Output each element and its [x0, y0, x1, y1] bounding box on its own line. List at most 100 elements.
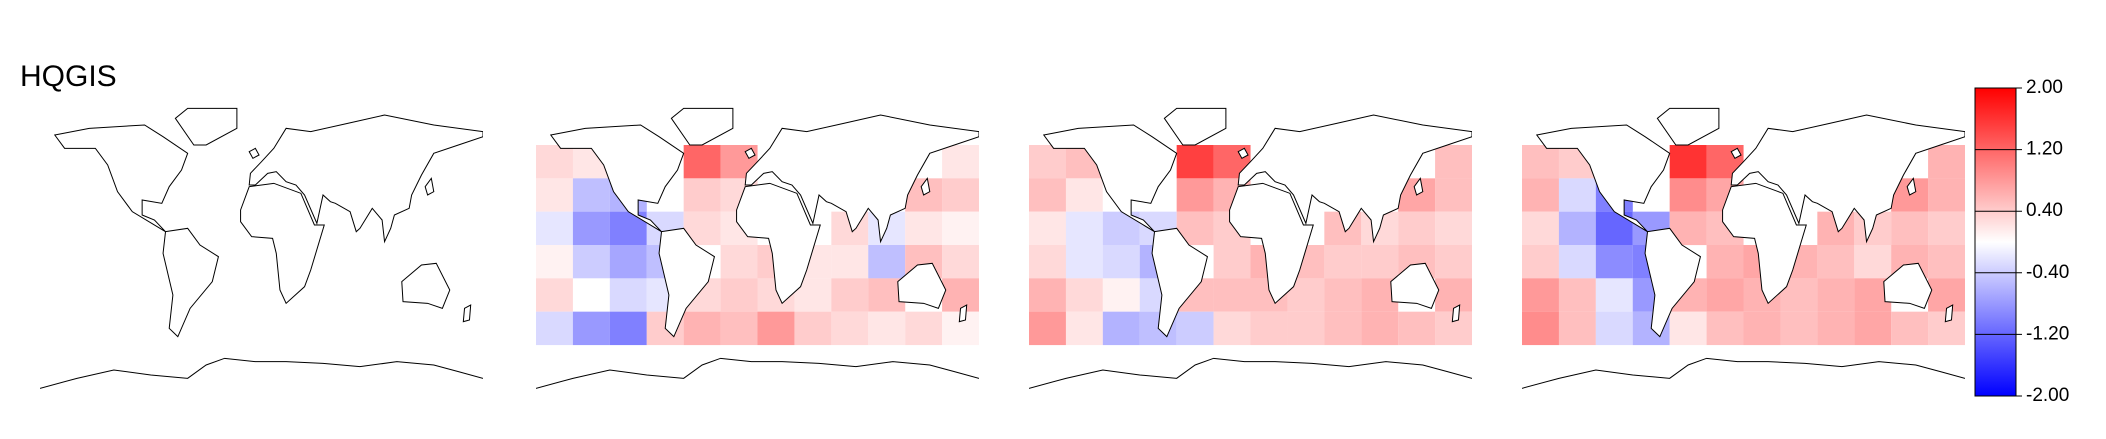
anomaly-cell [1928, 178, 1965, 212]
map-panel [40, 107, 483, 390]
anomaly-cell [609, 278, 647, 312]
colorbar-tick-label: 1.20 [2026, 139, 2063, 160]
anomaly-cell [942, 278, 979, 312]
anomaly-cell [1361, 245, 1399, 279]
anomaly-cell [905, 311, 943, 346]
anomaly-cell [1029, 178, 1066, 212]
anomaly-cell [1558, 311, 1596, 346]
anomaly-cell [572, 278, 610, 312]
anomaly-cell [1435, 278, 1472, 312]
anomaly-cell [1398, 211, 1436, 246]
figure-title: HQGIS [20, 60, 117, 93]
anomaly-cell [1522, 178, 1559, 212]
anomaly-cell [572, 245, 610, 279]
anomaly-cell [1817, 278, 1855, 312]
anomaly-cell [1398, 311, 1436, 346]
anomaly-cell [1065, 178, 1103, 212]
anomaly-cell [683, 178, 721, 212]
anomaly-cell [572, 311, 610, 346]
anomaly-cell [1558, 245, 1596, 279]
anomaly-cell [609, 311, 647, 346]
colorbar-tick-label: -1.20 [2026, 323, 2069, 344]
anomaly-cell [1176, 178, 1214, 212]
colorbar-tick-label: 2.00 [2026, 77, 2063, 98]
anomaly-cell [1361, 311, 1399, 346]
anomaly-cell [1324, 278, 1362, 312]
anomaly-cell [1029, 245, 1066, 279]
anomaly-cell [1029, 211, 1066, 246]
anomaly-cell [1435, 211, 1472, 246]
anomaly-cell [1522, 211, 1559, 246]
anomaly-cell [1558, 211, 1596, 246]
map-panel [1522, 107, 1965, 390]
anomaly-cell [536, 311, 573, 346]
anomaly-cell [609, 245, 647, 279]
anomaly-cell [1435, 178, 1472, 212]
anomaly-cell [683, 145, 721, 179]
anomaly-cell [1743, 311, 1781, 346]
anomaly-cell [1669, 178, 1707, 212]
anomaly-cell [1595, 278, 1633, 312]
anomaly-cell [1435, 145, 1472, 179]
anomaly-cell [794, 311, 832, 346]
anomaly-cell [1669, 311, 1707, 346]
anomaly-cell [1435, 245, 1472, 279]
anomaly-cell [1213, 278, 1251, 312]
anomaly-cell [1780, 311, 1818, 346]
anomaly-cell [1029, 145, 1066, 179]
anomaly-cell [1928, 145, 1965, 179]
anomaly-cell [1928, 211, 1965, 246]
anomaly-cell [1102, 311, 1140, 346]
anomaly-cell [831, 311, 869, 346]
anomaly-cell [1065, 311, 1103, 346]
anomaly-cell [1102, 278, 1140, 312]
anomaly-cell [1213, 311, 1251, 346]
anomaly-cell [942, 211, 979, 246]
anomaly-cell [757, 311, 795, 346]
anomaly-cell [1928, 245, 1965, 279]
anomaly-cell [1817, 245, 1855, 279]
anomaly-cell [1706, 245, 1744, 279]
anomaly-cell [868, 245, 906, 279]
anomaly-cell [1558, 178, 1596, 212]
anomaly-cell [1522, 145, 1559, 179]
anomaly-cell [1669, 145, 1707, 179]
anomaly-cell [572, 211, 610, 246]
colorbar-tick-label: -2.00 [2026, 385, 2069, 406]
anomaly-cell [1065, 245, 1103, 279]
anomaly-cell [1029, 311, 1066, 346]
anomaly-cell [1324, 311, 1362, 346]
anomaly-cell [1522, 311, 1559, 346]
colorbar-fill [1974, 87, 2017, 397]
anomaly-cell [1029, 278, 1066, 312]
anomaly-cell [1324, 245, 1362, 279]
map-panel [1029, 107, 1472, 390]
anomaly-cell [720, 311, 758, 346]
anomaly-cell [1287, 311, 1325, 346]
anomaly-cell [720, 278, 758, 312]
anomaly-cell [1891, 311, 1929, 346]
anomaly-cell [1595, 311, 1633, 346]
anomaly-cell [942, 178, 979, 212]
anomaly-cell [1558, 278, 1596, 312]
anomaly-cell [868, 311, 906, 346]
anomaly-cell [536, 211, 573, 246]
anomaly-cell [536, 278, 573, 312]
anomaly-cell [831, 278, 869, 312]
anomaly-cell [1065, 278, 1103, 312]
colorbar-tick-label: 0.40 [2026, 200, 2063, 221]
anomaly-cell [831, 245, 869, 279]
anomaly-cell [1706, 311, 1744, 346]
anomaly-cell [1522, 245, 1559, 279]
anomaly-cell [1706, 278, 1744, 312]
colorbar-tick-label: -0.40 [2026, 262, 2069, 283]
anomaly-cell [1595, 245, 1633, 279]
anomaly-cell [683, 311, 721, 346]
map-panel [536, 107, 979, 390]
world-map [40, 107, 483, 390]
anomaly-cell [905, 211, 943, 246]
anomaly-cell [1817, 311, 1855, 346]
anomaly-cell [536, 245, 573, 279]
anomaly-cell [572, 178, 610, 212]
